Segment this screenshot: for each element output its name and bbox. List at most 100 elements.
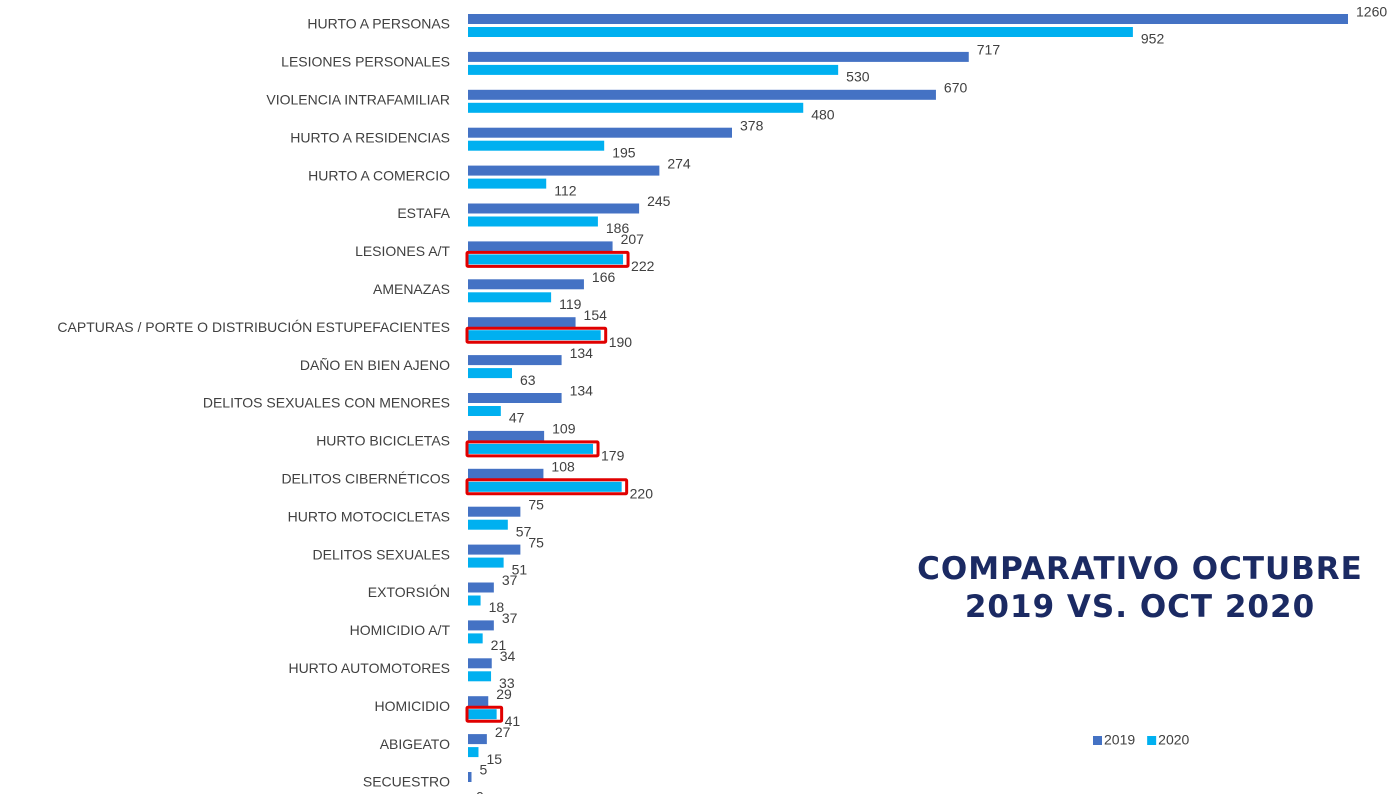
bar [468,140,605,151]
bar [468,102,804,113]
highlight-box [465,326,608,344]
y-tick-label: HURTO A RESIDENCIAS [290,129,450,145]
y-tick-label: HURTO MOTOCICLETAS [288,508,450,524]
legend-swatch [1093,736,1102,745]
value-label: 29 [496,686,512,702]
bar [468,506,521,517]
value-label: 530 [846,69,870,85]
value-label: 134 [570,383,594,399]
bar [468,582,494,593]
value-label: 34 [500,648,516,664]
highlight-box [465,250,630,268]
y-tick-label: DELITOS SEXUALES [313,546,450,562]
value-label: 134 [570,345,594,361]
bar [468,696,489,707]
value-label: 15 [486,751,502,767]
value-label: 186 [606,220,630,236]
value-label: 119 [559,296,582,312]
bar [468,241,613,252]
y-tick-label: DELITOS SEXUALES CON MENORES [203,395,450,411]
bar [468,292,552,303]
legend-label: 2020 [1158,732,1189,748]
value-label: 33 [499,675,515,691]
value-label: 5 [479,762,487,778]
value-label: 108 [551,459,575,475]
bar [468,330,601,341]
value-label: 166 [592,269,616,285]
bar [468,633,483,644]
y-tick-label: CAPTURAS / PORTE O DISTRIBUCIÓN ESTUPEFA… [57,319,450,335]
bar [468,51,969,62]
bar [468,620,494,631]
bar [468,355,562,366]
bar [468,595,481,606]
y-tick-label: HOMICIDIO A/T [350,622,451,638]
bar [468,772,472,782]
value-label: 245 [647,193,671,209]
value-label: 75 [528,534,544,550]
value-label: 18 [489,599,505,615]
highlight-box [465,478,629,496]
y-tick-label: EXTORSIÓN [368,584,450,600]
y-tick-label: ABIGEATO [380,736,450,752]
y-tick-label: HURTO BICICLETAS [316,433,450,449]
y-tick-label: DELITOS CIBERNÉTICOS [281,471,450,487]
bar [468,14,1348,24]
bar [468,406,501,416]
bar [468,468,544,479]
bar [468,216,598,227]
bar [468,127,732,138]
bar [468,64,839,75]
bar [468,430,545,441]
value-label: 717 [977,42,1001,58]
value-label: 670 [944,80,968,96]
value-label: 27 [495,724,511,740]
bar [468,709,497,720]
bar [468,557,504,568]
bar [468,165,660,176]
value-label: 480 [811,107,835,123]
y-tick-label: DAÑO EN BIEN AJENO [300,357,450,373]
bar [468,671,492,682]
y-tick-label: HURTO A PERSONAS [307,16,450,32]
bar [468,317,576,328]
value-label: 109 [552,421,576,437]
value-label: 57 [516,523,532,539]
bar [468,747,479,758]
bar [468,27,1133,37]
y-tick-label: HURTO AUTOMOTORES [288,660,450,676]
value-label: 21 [491,637,507,653]
value-label: 63 [520,372,536,388]
bar [468,544,521,555]
bar [468,178,547,189]
value-label: 47 [509,410,525,426]
value-label: 75 [528,496,544,512]
value-label: 1260 [1356,4,1387,20]
y-tick-label: HOMICIDIO [375,698,451,714]
bar [468,658,492,669]
value-label: 190 [609,334,633,350]
y-tick-label: LESIONES A/T [355,243,450,259]
value-label: 179 [601,448,625,464]
legend-swatch [1147,736,1157,745]
value-label: 154 [584,307,608,323]
value-label: 112 [554,182,577,198]
highlight-box [465,705,504,723]
y-tick-label: VIOLENCIA INTRAFAMILIAR [266,92,450,108]
bar [468,203,640,214]
value-label: 952 [1141,31,1165,47]
bar [468,519,508,530]
value-label: 207 [621,231,645,247]
bar [468,393,562,403]
value-label: 51 [512,561,528,577]
bar [468,734,487,745]
bar [468,89,936,100]
value-label: 274 [667,155,691,171]
value-label: 195 [612,144,636,160]
bar [468,368,512,379]
y-tick-label: HURTO A COMERCIO [308,167,450,183]
bar [468,254,624,265]
value-label: 378 [740,117,764,133]
